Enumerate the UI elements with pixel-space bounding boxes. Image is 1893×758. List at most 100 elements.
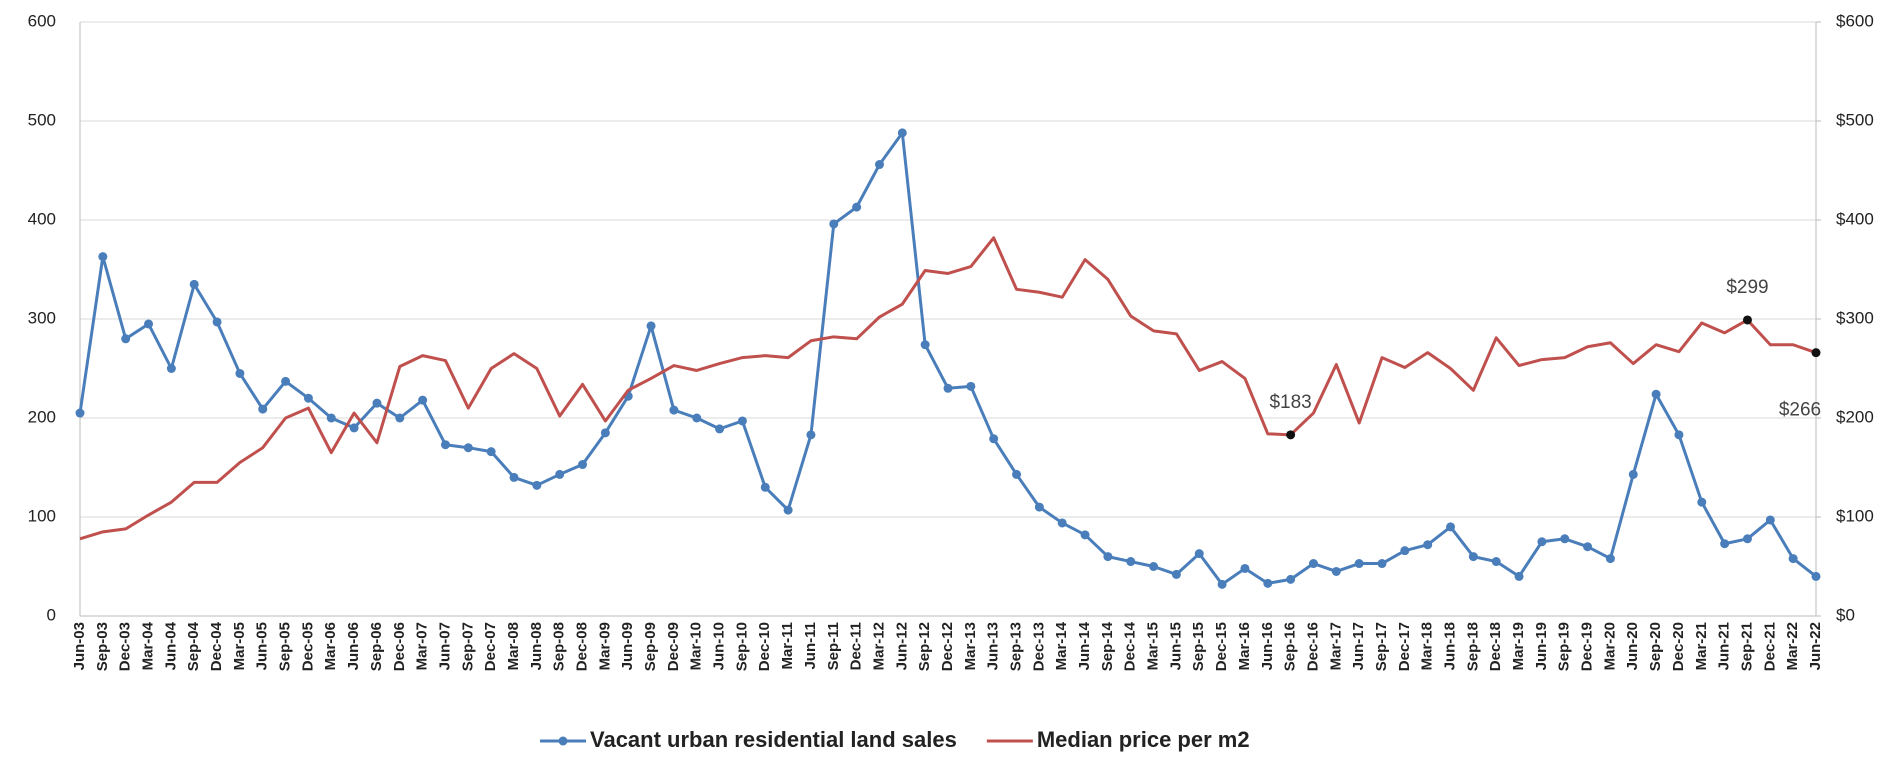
x-tick-label: Dec-17 xyxy=(1396,622,1413,671)
x-tick-label: Dec-21 xyxy=(1761,622,1778,671)
y2-tick-label: $400 xyxy=(1836,209,1874,228)
y2-tick-label: $500 xyxy=(1836,110,1874,129)
point xyxy=(235,368,245,378)
point xyxy=(966,381,976,391)
series-line xyxy=(79,236,1817,541)
x-tick-label: Sep-13 xyxy=(1007,622,1024,671)
point xyxy=(166,364,176,373)
point xyxy=(1446,522,1456,532)
point xyxy=(1514,571,1524,581)
point xyxy=(418,395,428,405)
y-tick-label: 300 xyxy=(28,308,56,327)
point xyxy=(98,252,108,262)
x-tick-label: Sep-10 xyxy=(733,622,750,671)
y-tick-label: 200 xyxy=(28,407,56,426)
x-tick-label: Dec-18 xyxy=(1487,622,1504,671)
point xyxy=(1377,559,1387,569)
y-tick-label: 500 xyxy=(28,110,56,129)
point xyxy=(1423,540,1433,550)
x-tick-label: Jun-20 xyxy=(1624,622,1641,670)
point xyxy=(1400,546,1410,556)
point xyxy=(1057,518,1067,528)
x-tick-label: Dec-19 xyxy=(1579,622,1596,671)
x-tick-label: Sep-05 xyxy=(277,622,294,671)
point xyxy=(258,404,268,414)
x-tick-label: Mar-07 xyxy=(414,622,431,670)
x-tick-label: Sep-19 xyxy=(1556,622,1573,671)
point xyxy=(326,413,336,423)
point xyxy=(1628,469,1638,479)
x-tick-label: Dec-07 xyxy=(482,622,499,671)
x-tick-label: Dec-08 xyxy=(573,622,590,671)
x-tick-label: Mar-11 xyxy=(779,622,796,670)
x-tick-label: Dec-13 xyxy=(1030,622,1047,671)
x-tick-label: Jun-15 xyxy=(1167,622,1184,670)
x-tick-label: Jun-12 xyxy=(893,622,910,670)
point xyxy=(1354,559,1364,569)
x-tick-label: Mar-19 xyxy=(1510,622,1527,670)
labeled-point xyxy=(1811,348,1821,358)
point xyxy=(1263,578,1273,588)
point xyxy=(1103,552,1113,562)
point xyxy=(1605,554,1615,564)
point xyxy=(1560,534,1570,544)
x-tick-label: Sep-21 xyxy=(1738,622,1755,671)
x-tick-label: Jun-07 xyxy=(436,622,453,670)
x-tick-label: Jun-06 xyxy=(345,622,362,670)
labeled-point xyxy=(1742,315,1752,325)
x-tick-label: Sep-07 xyxy=(459,622,476,671)
y2-tick-label: $600 xyxy=(1836,11,1874,30)
point xyxy=(1491,557,1501,567)
point xyxy=(920,340,930,350)
point xyxy=(303,393,313,403)
x-tick-label: Jun-18 xyxy=(1441,622,1458,670)
x-tick-label: Jun-09 xyxy=(619,622,636,670)
x-tick-label: Mar-09 xyxy=(596,622,613,670)
point xyxy=(189,279,199,289)
x-tick-label: Jun-11 xyxy=(802,622,819,670)
point xyxy=(486,447,496,457)
point xyxy=(1240,563,1250,573)
point xyxy=(212,317,222,327)
point xyxy=(532,480,542,490)
x-tick-label: Dec-03 xyxy=(117,622,134,671)
point xyxy=(1171,569,1181,579)
point xyxy=(349,423,359,433)
x-tick-label: Sep-17 xyxy=(1373,622,1390,671)
x-tick-label: Sep-08 xyxy=(551,622,568,671)
x-tick-label: Mar-08 xyxy=(505,622,522,670)
labeled-point xyxy=(1286,430,1296,440)
x-tick-label: Sep-15 xyxy=(1190,622,1207,671)
x-tick-label: Mar-13 xyxy=(962,622,979,670)
legend-label: Vacant urban residential land sales xyxy=(590,727,957,752)
x-tick-label: Sep-09 xyxy=(642,622,659,671)
x-tick-label: Mar-16 xyxy=(1236,622,1253,670)
point xyxy=(555,469,565,479)
y-tick-label: 0 xyxy=(47,605,56,624)
point xyxy=(1811,571,1821,581)
point xyxy=(1308,559,1318,569)
point xyxy=(760,482,770,492)
point xyxy=(440,440,450,450)
y-tick-label: 400 xyxy=(28,209,56,228)
value-label: $183 xyxy=(1269,392,1311,413)
x-tick-label: Dec-15 xyxy=(1213,622,1230,671)
x-tick-label: Jun-14 xyxy=(1076,621,1093,670)
y2-tick-label: $0 xyxy=(1836,605,1855,624)
x-tick-label: Mar-05 xyxy=(231,622,248,670)
x-tick-label: Sep-03 xyxy=(94,622,111,671)
point xyxy=(669,405,679,415)
value-label: $266 xyxy=(1779,400,1821,421)
point xyxy=(372,398,382,408)
x-tick-label: Sep-06 xyxy=(368,622,385,671)
value-label: $299 xyxy=(1726,277,1768,298)
point xyxy=(874,160,884,170)
point xyxy=(646,321,656,331)
point xyxy=(1674,430,1684,440)
x-tick-label: Jun-05 xyxy=(254,622,271,670)
x-tick-label: Jun-17 xyxy=(1350,622,1367,670)
point xyxy=(75,408,85,418)
x-tick-label: Dec-16 xyxy=(1304,622,1321,671)
x-tick-label: Mar-17 xyxy=(1327,622,1344,670)
